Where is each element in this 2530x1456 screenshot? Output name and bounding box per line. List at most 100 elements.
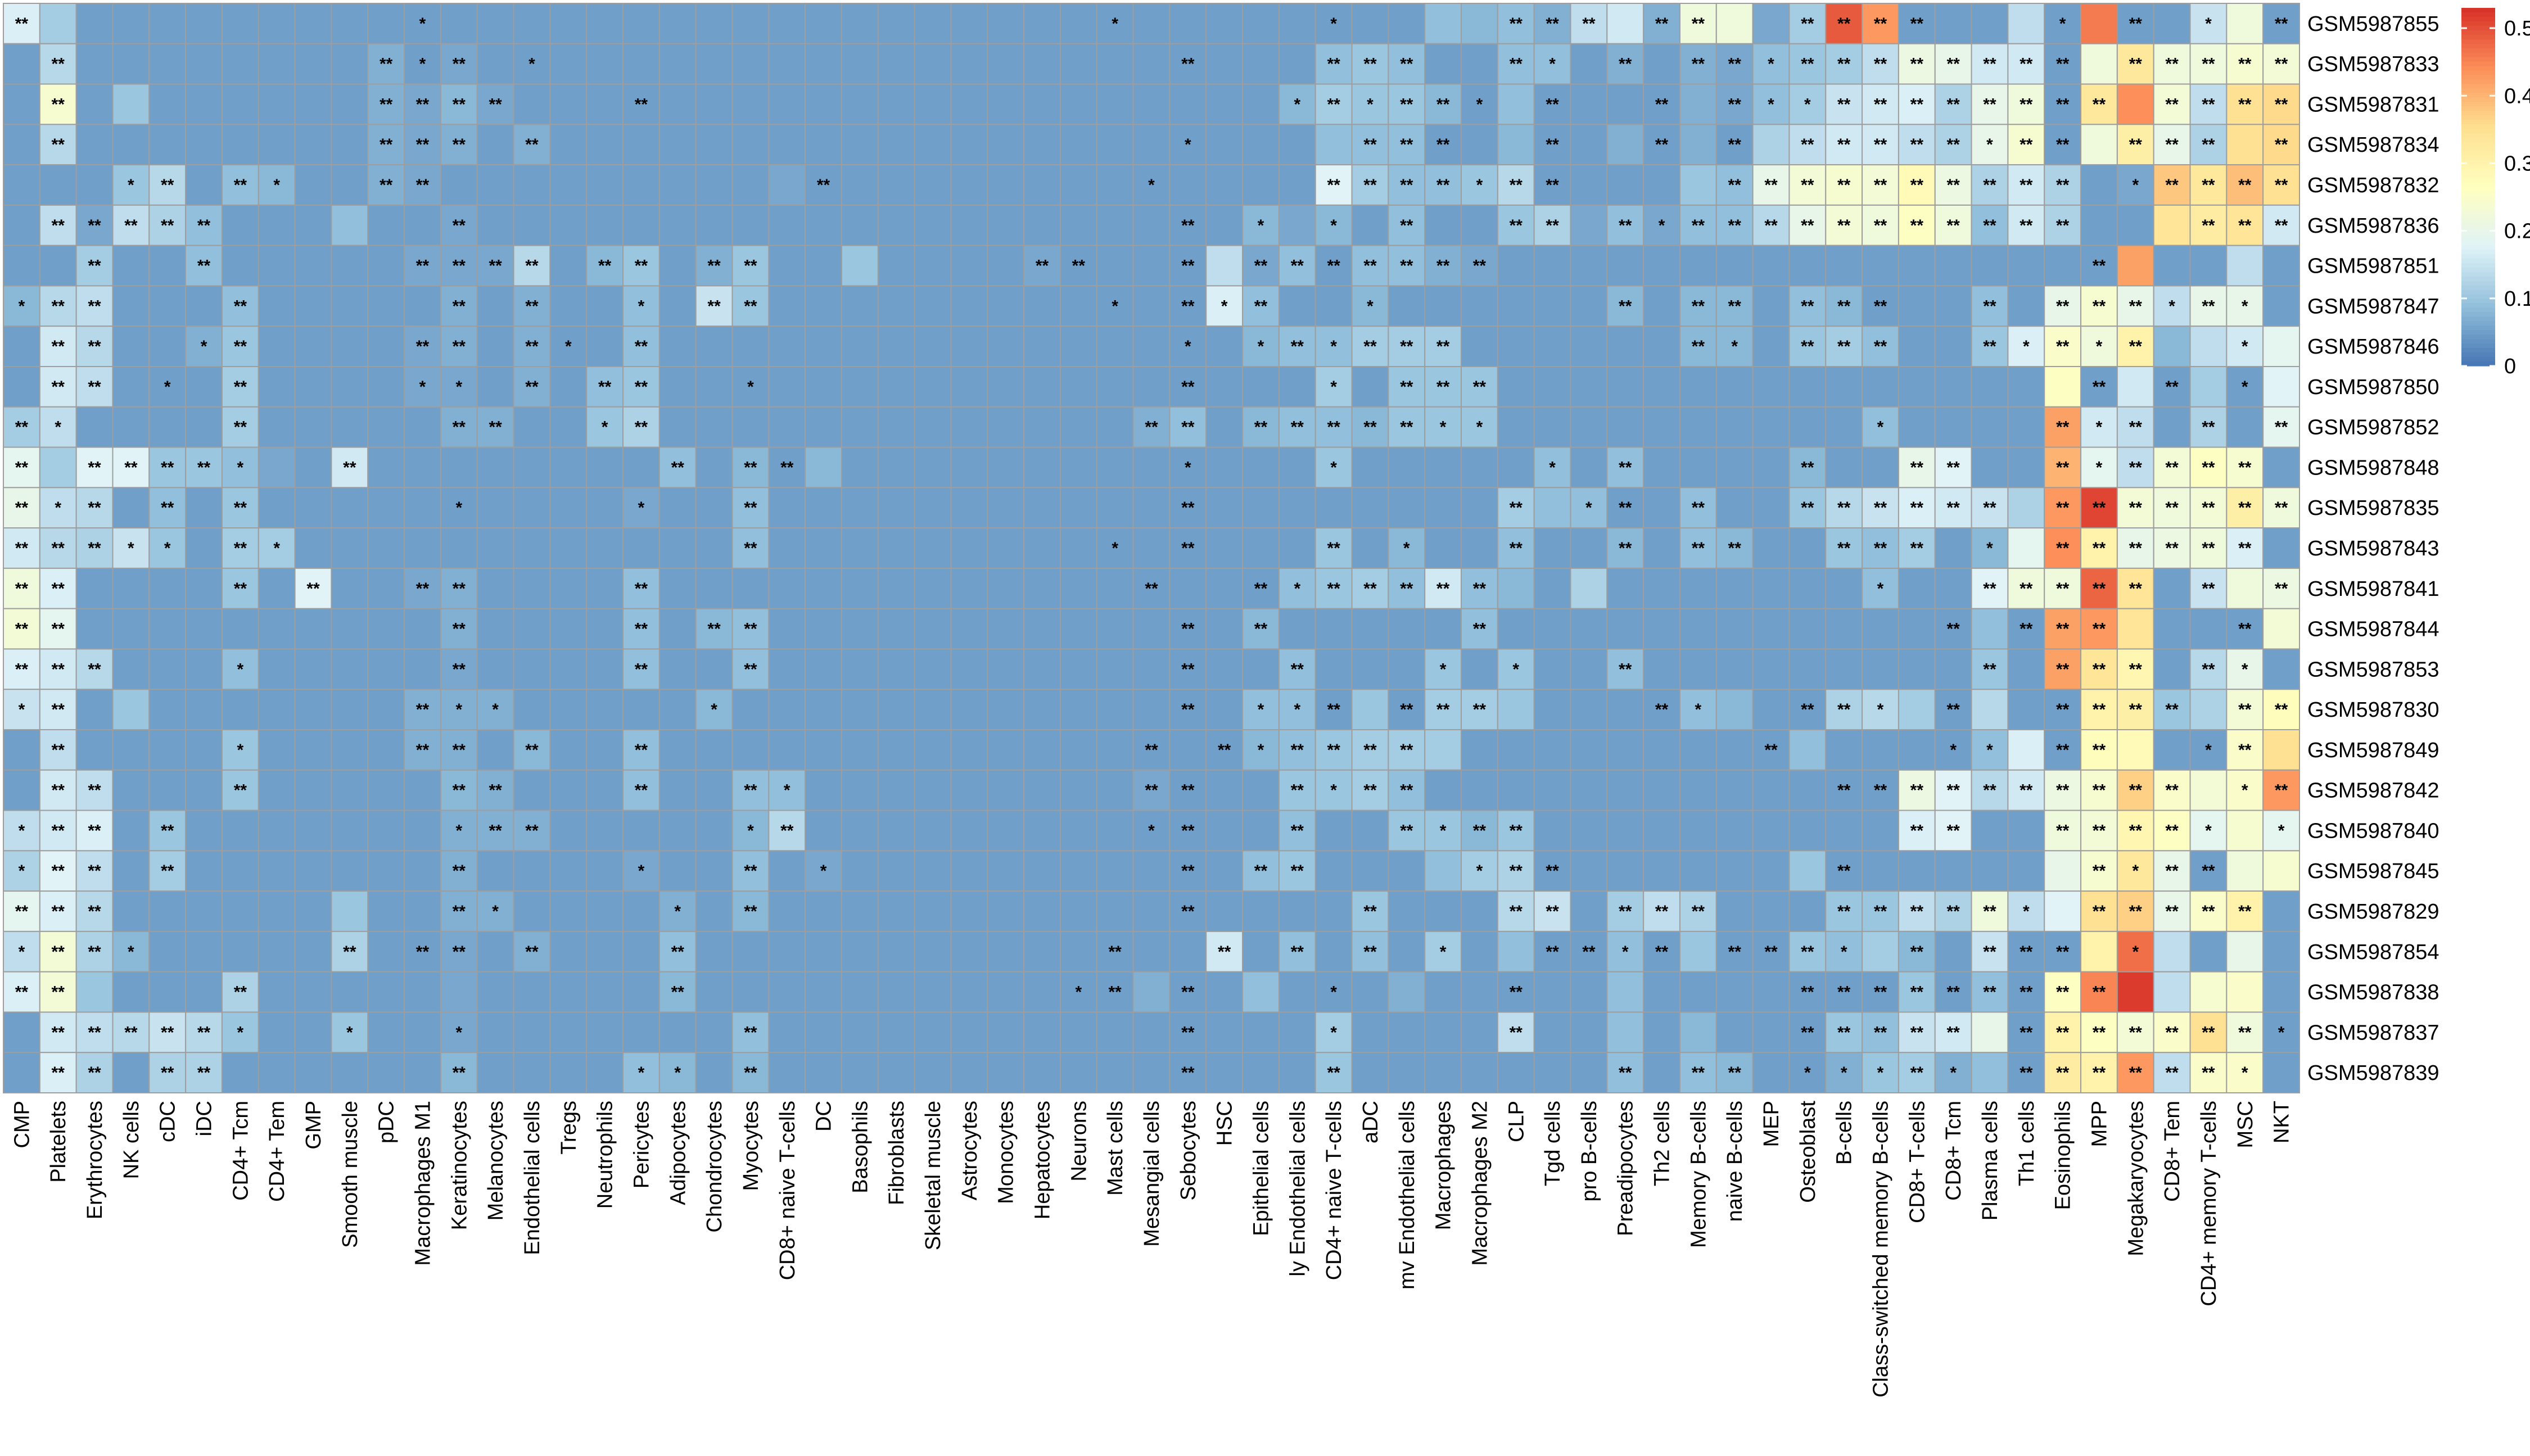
- significance-mark: **: [416, 337, 430, 356]
- heatmap-cell: [1278, 608, 1316, 650]
- heatmap-cell: [2044, 245, 2082, 287]
- colorbar-segment: [2461, 61, 2495, 67]
- significance-mark: **: [2056, 418, 2070, 437]
- heatmap-cell: [1570, 446, 1608, 489]
- heatmap-cell: [1788, 124, 1827, 166]
- heatmap-cell: [768, 43, 806, 85]
- column-label: Platelets: [47, 1101, 70, 1183]
- significance-mark: *: [237, 741, 244, 759]
- heatmap-cell: [914, 487, 952, 529]
- heatmap-cell: [331, 124, 369, 166]
- significance-mark: **: [1801, 1023, 1814, 1042]
- heatmap-cell: [987, 83, 1025, 125]
- significance-mark: *: [1148, 821, 1155, 840]
- significance-mark: **: [1837, 95, 1851, 114]
- significance-mark: **: [1291, 741, 1304, 759]
- heatmap-cell: [549, 164, 588, 206]
- significance-mark: **: [2238, 499, 2252, 517]
- heatmap-cell: [768, 608, 806, 650]
- heatmap-cell: [1533, 689, 1571, 730]
- significance-mark: *: [1476, 176, 1483, 195]
- heatmap-cell: [1461, 567, 1498, 609]
- significance-mark: **: [1181, 983, 1195, 1002]
- heatmap-cell: [1059, 608, 1097, 650]
- heatmap-cell: [658, 1011, 697, 1053]
- heatmap-cell: [2226, 1052, 2264, 1093]
- column-label: Sebocytes: [1177, 1101, 1200, 1200]
- heatmap-cell: [950, 124, 988, 166]
- heatmap-cell: [695, 1052, 733, 1093]
- heatmap-cell: [768, 124, 806, 166]
- row-label: GSM5987837: [2307, 1021, 2439, 1044]
- heatmap-cell: [1278, 1011, 1316, 1053]
- heatmap-cell: [877, 1052, 915, 1093]
- significance-mark: **: [2093, 660, 2106, 679]
- significance-mark: **: [1837, 499, 1851, 517]
- heatmap-cell: [476, 3, 514, 44]
- heatmap-cell: [658, 850, 697, 892]
- heatmap-cell: [294, 124, 332, 166]
- heatmap-cell: [367, 810, 405, 852]
- significance-mark: *: [201, 337, 207, 356]
- heatmap-cell: [2007, 527, 2045, 569]
- row-label: GSM5987852: [2307, 416, 2439, 440]
- heatmap-cell: [1461, 527, 1498, 569]
- significance-mark: **: [489, 95, 502, 114]
- heatmap-cell: [294, 729, 332, 771]
- significance-mark: **: [635, 660, 648, 679]
- significance-mark: **: [1036, 257, 1049, 275]
- significance-mark: **: [1291, 943, 1304, 961]
- heatmap-cell: [1862, 366, 1899, 408]
- heatmap-cell: [2262, 204, 2300, 246]
- heatmap-cell: [914, 850, 952, 892]
- significance-mark: **: [1363, 337, 1377, 356]
- heatmap-cell: [2262, 729, 2300, 771]
- heatmap-cell: [221, 648, 259, 690]
- column-labels: CMP Platelets Erythrocytes NK cells cDC iDC CD…: [10, 1101, 2293, 1398]
- heatmap-cell: [1897, 285, 1936, 327]
- heatmap-cell: [221, 810, 259, 852]
- heatmap-cell: [1351, 930, 1389, 973]
- significance-mark: *: [128, 943, 134, 961]
- heatmap-cell: [695, 850, 733, 892]
- heatmap-cell: [1059, 648, 1097, 690]
- significance-mark: **: [1327, 176, 1340, 195]
- significance-mark: *: [747, 821, 754, 840]
- significance-mark: **: [52, 781, 65, 800]
- heatmap-cell: [513, 971, 551, 1013]
- significance-mark: **: [2093, 781, 2106, 800]
- heatmap-cell: [1059, 164, 1097, 206]
- heatmap-cell: [257, 567, 296, 609]
- significance-mark: *: [492, 700, 499, 719]
- column-label: Th1 cells: [2015, 1101, 2039, 1186]
- significance-mark: *: [1841, 1064, 1847, 1082]
- significance-mark: **: [1910, 902, 1924, 921]
- heatmap-cell: [658, 204, 697, 246]
- heatmap-cell: [513, 204, 551, 246]
- heatmap-cell: [768, 406, 806, 448]
- heatmap-cell: [2116, 446, 2154, 489]
- significance-mark: **: [161, 1064, 174, 1082]
- heatmap-cell: [331, 1011, 369, 1053]
- heatmap-cell: [1606, 689, 1644, 730]
- heatmap-cell: [2189, 527, 2228, 569]
- column-label: Fibroblasts: [885, 1101, 909, 1205]
- heatmap-cell: [1570, 729, 1608, 771]
- heatmap-cell: [1752, 124, 1790, 166]
- heatmap-cell: [586, 285, 624, 327]
- heatmap-cell: [841, 648, 879, 690]
- heatmap-cell: [1424, 648, 1462, 690]
- significance-mark: **: [2056, 337, 2070, 356]
- heatmap-cell: [1570, 810, 1608, 852]
- significance-mark: **: [1910, 458, 1924, 477]
- heatmap-cell: [1570, 487, 1608, 529]
- significance-mark: **: [52, 700, 65, 719]
- heatmap-cell: [2044, 971, 2082, 1013]
- significance-mark: **: [88, 257, 101, 275]
- heatmap-cell: [294, 83, 332, 125]
- colorbar-segment: [2461, 218, 2495, 223]
- significance-mark: **: [1473, 700, 1487, 719]
- significance-mark: **: [88, 943, 101, 961]
- heatmap-cell: [185, 366, 223, 408]
- heatmap-cell: [658, 406, 697, 448]
